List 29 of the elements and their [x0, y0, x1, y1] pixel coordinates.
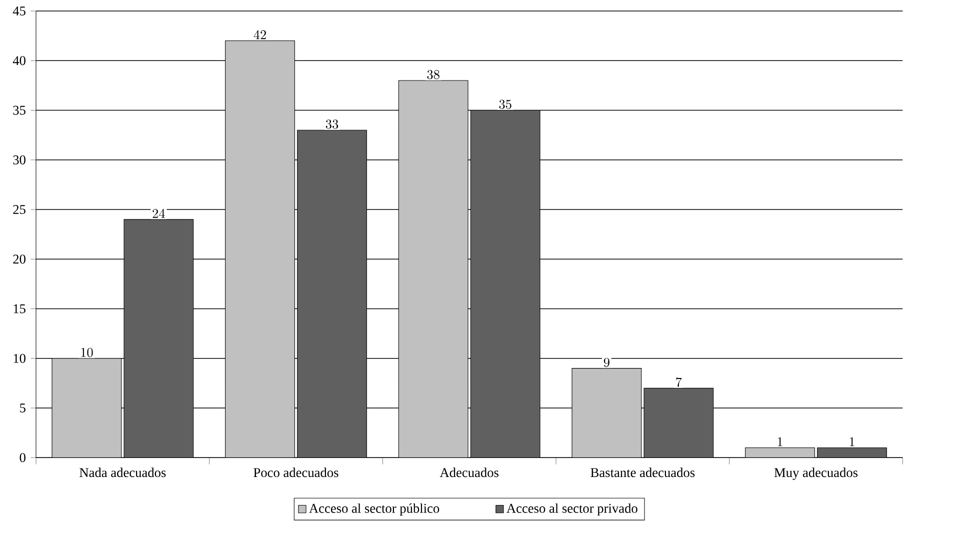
data-label: 38 — [427, 70, 440, 80]
legend-label: Acceso al sector privado — [506, 503, 638, 516]
x-tick-label: Nada adecuados — [80, 468, 166, 478]
bar — [817, 447, 887, 458]
y-tick-label: 35 — [13, 106, 26, 115]
y-tick-label: 20 — [13, 254, 26, 264]
x-tick-label: Adecuados — [440, 468, 498, 478]
x-tick-label: Muy adecuados — [774, 468, 858, 480]
y-tick-label: 40 — [12, 56, 26, 66]
data-label: 24 — [152, 208, 165, 218]
y-tick-label: 15 — [14, 304, 26, 314]
data-label: 9 — [604, 358, 610, 368]
legend-label: Acceso al sector público — [309, 503, 440, 516]
data-label: 35 — [499, 100, 512, 109]
bar — [745, 447, 815, 458]
y-tick-label: 0 — [20, 453, 26, 462]
data-label: 42 — [254, 30, 266, 40]
y-tick-label: 25 — [13, 205, 26, 214]
data-label: 10 — [81, 348, 93, 358]
x-tick-label: Poco adecuados — [254, 468, 338, 478]
data-label: 1 — [850, 437, 854, 446]
x-tick-label: Bastante adecuados — [590, 468, 695, 478]
y-tick-label: 45 — [12, 6, 26, 16]
data-label: 1 — [778, 437, 782, 446]
y-tick-label: 30 — [13, 155, 26, 164]
data-label: 33 — [326, 120, 338, 129]
y-tick-label: 10 — [14, 354, 26, 363]
y-tick-label: 5 — [20, 404, 26, 412]
data-label: 7 — [676, 378, 682, 387]
